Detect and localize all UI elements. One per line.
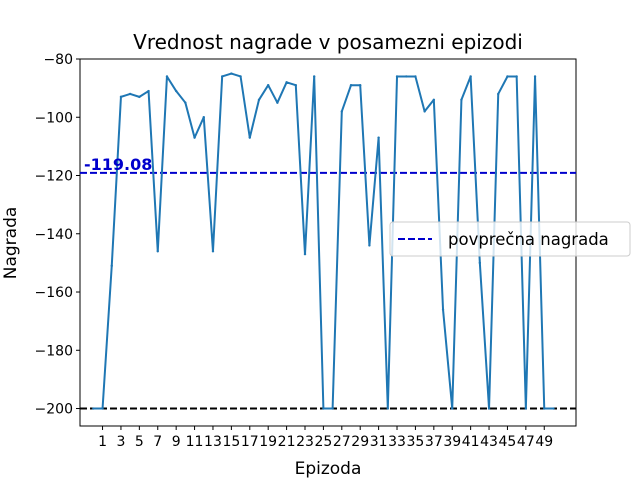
data-point (257, 98, 261, 101)
x-tick-label: 15 (222, 434, 240, 450)
data-point (101, 407, 104, 410)
x-tick-label: 45 (499, 434, 517, 450)
data-point (524, 407, 528, 410)
data-point (184, 101, 187, 104)
data-point (138, 95, 141, 99)
x-tick-label: 43 (480, 434, 498, 450)
y-tick-label: −200 (35, 402, 73, 418)
y-tick-label: −80 (43, 52, 73, 68)
data-point (451, 407, 454, 410)
data-point (432, 98, 436, 101)
data-point (165, 75, 169, 78)
data-point (147, 89, 150, 93)
data-point (359, 84, 362, 87)
x-tick-label: 41 (462, 434, 480, 450)
chart-title: Vrednost nagrade v posamezni epizodi (133, 30, 523, 54)
data-point (497, 92, 500, 96)
data-point (395, 75, 399, 78)
data-point (248, 136, 251, 139)
data-point (377, 136, 380, 139)
x-tick-label: 31 (370, 434, 388, 450)
x-tick-label: 33 (388, 434, 406, 450)
data-point (220, 75, 224, 78)
data-point (340, 110, 344, 113)
x-tick-label: 9 (172, 434, 181, 450)
x-tick-label: 27 (333, 434, 351, 450)
data-point (487, 407, 491, 410)
data-point (543, 407, 546, 410)
data-point (506, 75, 509, 78)
x-tick-label: 1 (98, 434, 107, 450)
data-point (174, 89, 178, 93)
data-point (515, 75, 518, 78)
data-point (202, 116, 205, 119)
x-tick-label: 19 (259, 434, 277, 450)
y-tick-label: −100 (35, 110, 73, 126)
data-point (230, 72, 233, 75)
mean-value-annotation: -119.08 (84, 155, 152, 174)
data-point (405, 75, 408, 78)
x-tick-label: 7 (153, 434, 162, 450)
data-point (322, 407, 325, 410)
data-point (285, 81, 288, 84)
data-point (552, 407, 555, 410)
data-point (423, 110, 426, 113)
data-point (110, 264, 113, 268)
x-tick-label: 23 (296, 434, 314, 450)
data-point (469, 75, 472, 78)
x-tick-label: 25 (314, 434, 332, 450)
y-axis-label: Nagrada (1, 207, 21, 280)
legend: povprečna nagrada (389, 221, 631, 257)
y-tick-label: −160 (35, 285, 73, 301)
x-tick-label: 11 (186, 434, 204, 450)
data-point (211, 250, 215, 253)
legend-box (389, 221, 631, 257)
data-point (460, 98, 463, 101)
data-point (349, 84, 353, 87)
data-point (368, 244, 371, 247)
data-point (92, 407, 95, 410)
x-tick-label: 35 (407, 434, 425, 450)
x-axis-label: Epizoda (295, 459, 362, 479)
y-tick-label: −140 (35, 227, 73, 243)
data-point (119, 95, 123, 99)
data-point (303, 252, 307, 256)
data-point (276, 101, 279, 104)
data-point (193, 136, 196, 139)
data-point (128, 92, 132, 96)
x-tick-label: 47 (517, 434, 535, 450)
x-tick-label: 5 (135, 434, 144, 450)
legend-label: povprečna nagrada (448, 230, 609, 249)
x-tick-label: 13 (204, 434, 222, 450)
data-point (312, 75, 316, 78)
data-point (239, 75, 242, 78)
x-tick-label: 49 (535, 434, 553, 450)
x-tick-label: 3 (116, 434, 125, 450)
y-tick-label: −120 (35, 169, 73, 185)
data-point (441, 308, 445, 311)
x-tick-label: 21 (278, 434, 296, 450)
x-tick-label: 37 (425, 434, 443, 450)
data-point (386, 407, 390, 410)
data-point (266, 84, 270, 87)
x-tick-label: 17 (241, 434, 259, 450)
data-point (331, 407, 334, 410)
x-tick-label: 29 (351, 434, 369, 450)
data-point (414, 75, 417, 78)
data-point (533, 75, 537, 78)
data-point (156, 250, 159, 253)
data-point (294, 84, 297, 87)
data-point (478, 261, 482, 265)
x-tick-label: 39 (443, 434, 461, 450)
y-tick-label: −180 (35, 343, 73, 359)
